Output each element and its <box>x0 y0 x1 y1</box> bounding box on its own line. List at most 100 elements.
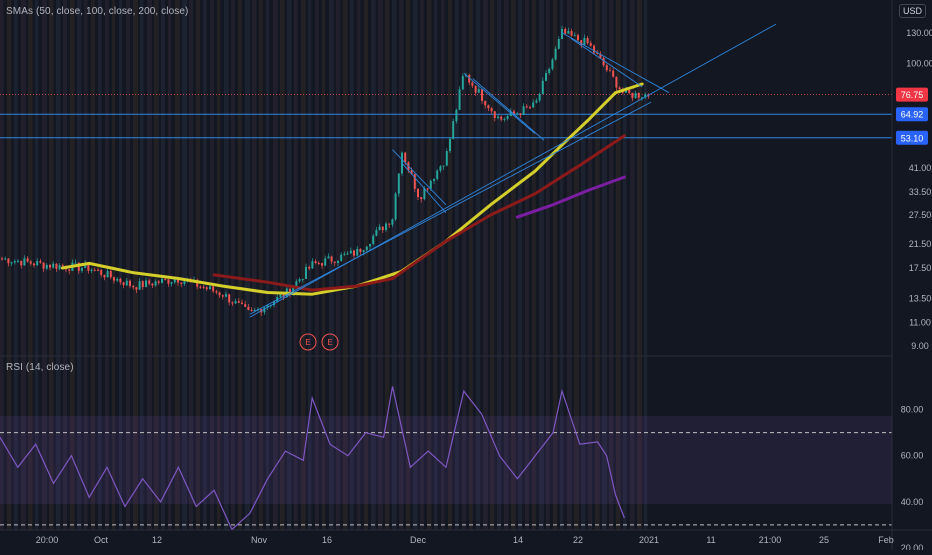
candle-body <box>289 288 291 294</box>
trend-line <box>249 23 777 318</box>
candle-body <box>263 307 266 313</box>
candle-body <box>151 283 154 286</box>
candle-body <box>125 280 128 286</box>
earnings-marker <box>321 333 339 351</box>
candle-body <box>545 73 547 81</box>
candle-body <box>391 219 394 225</box>
price-tick-label: 27.50 <box>909 210 932 220</box>
candle-body <box>180 282 183 284</box>
rsi-tick-label: 40.00 <box>901 497 924 507</box>
candle-body <box>157 281 160 283</box>
candle-body <box>90 269 93 271</box>
time-tick-label: 25 <box>819 535 829 545</box>
candle-body <box>113 277 115 281</box>
candle-body <box>234 301 237 304</box>
candle-body <box>458 89 461 110</box>
candle-body <box>170 282 173 284</box>
candle-body <box>279 294 282 298</box>
candle-body <box>228 294 231 303</box>
candle-body <box>266 305 269 308</box>
currency-badge[interactable]: USD <box>898 4 926 18</box>
candle-body <box>538 94 541 101</box>
candle-body <box>487 105 490 109</box>
candle-body <box>29 261 32 264</box>
time-tick-label: 16 <box>322 535 332 545</box>
candle-body <box>359 248 362 252</box>
candle-body <box>455 109 458 122</box>
candle-body <box>77 262 80 271</box>
candle-body <box>199 286 202 288</box>
candle-body <box>183 281 186 284</box>
candle-body <box>247 306 250 310</box>
candle-body <box>87 263 90 271</box>
trend-line <box>392 149 447 206</box>
time-tick-label: 22 <box>573 535 583 545</box>
candle-body <box>529 107 531 109</box>
price-tick-label: 21.50 <box>909 239 932 249</box>
candle-body <box>237 301 240 303</box>
candle-body <box>522 106 525 115</box>
candle-body <box>634 92 637 98</box>
price-label-badge <box>896 107 928 122</box>
candle-body <box>554 48 557 60</box>
candle-body <box>225 294 227 297</box>
candle-body <box>119 278 122 283</box>
candle-body <box>292 286 295 294</box>
price-tick-label: 130.00 <box>906 28 932 38</box>
candle-body <box>129 280 131 286</box>
candle-body <box>557 38 560 49</box>
candle-body <box>535 100 538 103</box>
candle-body <box>532 102 535 108</box>
candle-body <box>519 113 522 115</box>
candle-body <box>116 278 119 281</box>
candle-body <box>109 270 112 278</box>
candle-body <box>410 170 413 175</box>
candle-body <box>202 286 205 288</box>
candle-body <box>385 223 387 231</box>
candle-body <box>404 152 407 163</box>
candle-body <box>103 274 106 278</box>
candle-body <box>516 113 519 115</box>
candle-body <box>468 74 471 83</box>
candle-body <box>484 100 487 106</box>
candle-body <box>196 279 199 287</box>
candle-body <box>445 151 448 166</box>
time-tick-label: Oct <box>94 535 109 545</box>
rsi-tick-label: 60.00 <box>901 451 924 461</box>
candle-body <box>145 280 147 288</box>
candle-body <box>26 258 29 262</box>
time-tick-label: 2021 <box>639 535 659 545</box>
candle-body <box>599 53 602 59</box>
candle-body <box>413 174 416 189</box>
candle-body <box>20 260 23 266</box>
price-label-text: 76.75 <box>901 90 924 100</box>
rsi-tick-label: 20.00 <box>901 543 924 550</box>
candle-body <box>205 287 208 290</box>
candle-body <box>154 281 157 286</box>
time-tick-label: 21:00 <box>759 535 782 545</box>
candle-body <box>426 188 429 190</box>
price-legend: SMAs (50, close, 100, close, 200, close) <box>6 6 189 17</box>
candle-body <box>324 258 327 266</box>
candle-body <box>378 226 381 230</box>
candle-body <box>343 253 346 255</box>
candle-body <box>55 263 58 269</box>
candle-body <box>138 281 141 290</box>
candle-body <box>570 31 573 36</box>
earnings-marker-label: E <box>305 338 310 347</box>
candle-body <box>397 173 400 194</box>
candle-body <box>84 263 87 268</box>
candle-body <box>327 256 330 259</box>
candle-body <box>589 43 592 46</box>
candle-body <box>365 246 368 251</box>
price-tick-label: 100.00 <box>906 59 932 69</box>
candle-body <box>241 302 243 305</box>
candle-body <box>644 94 647 98</box>
candle-body <box>311 261 314 269</box>
candle-body <box>625 90 627 93</box>
candle-body <box>340 254 343 261</box>
candle-body <box>577 35 579 41</box>
candle-body <box>477 89 480 93</box>
